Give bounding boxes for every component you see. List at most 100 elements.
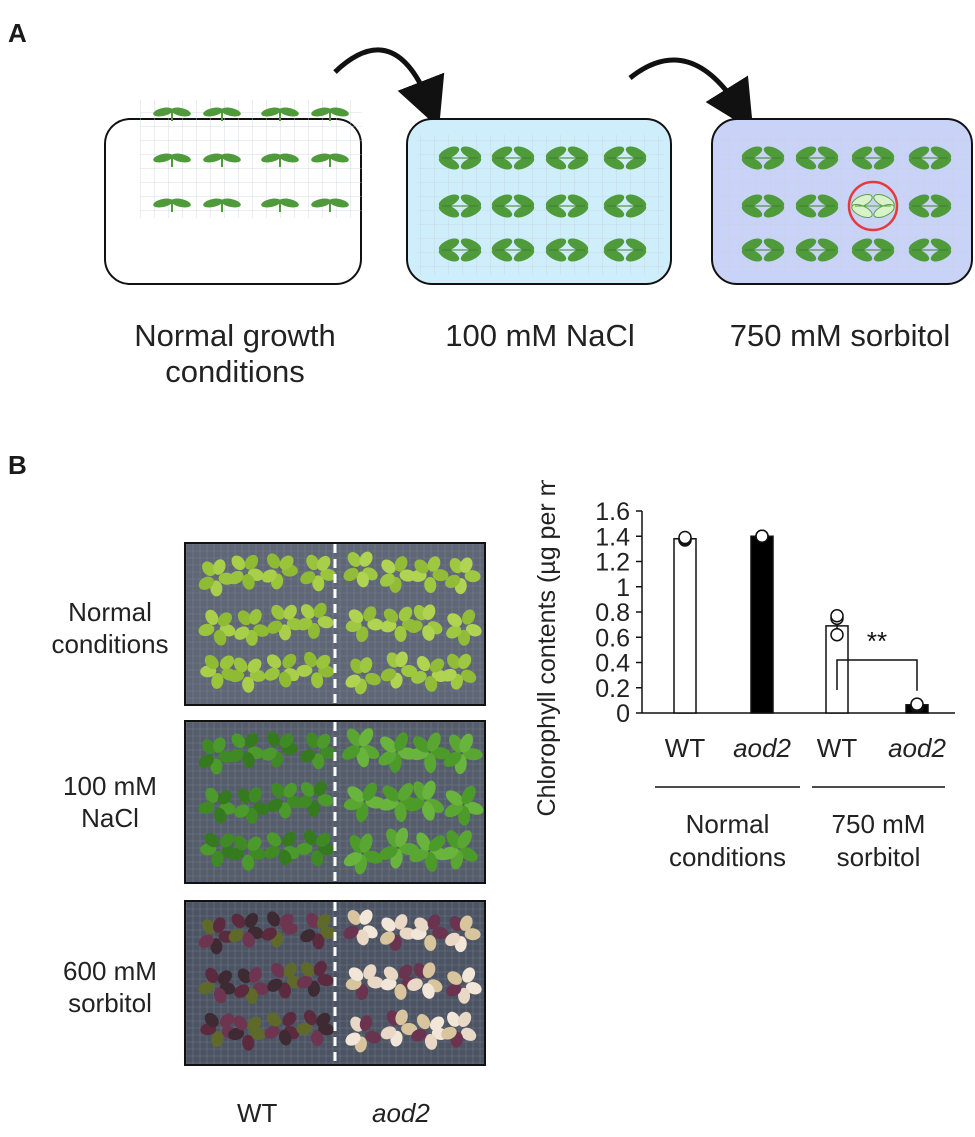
seedling-icon	[545, 194, 589, 218]
seedling-icon	[795, 194, 839, 218]
plant-rosette	[439, 830, 478, 870]
plant-rosette	[407, 962, 443, 999]
row-label-line: NaCl	[81, 803, 139, 833]
plant-rosette	[296, 651, 335, 689]
plant-rosette	[378, 732, 418, 773]
seedling-icon	[491, 238, 535, 262]
plant-rosette	[343, 833, 383, 875]
plant-rosette	[198, 787, 236, 824]
seedling-layer	[140, 100, 966, 275]
y-tick-label: 1	[616, 574, 630, 602]
plant-photo-normal-image	[186, 544, 484, 704]
seedling-icon	[603, 238, 647, 262]
y-tick-label: 0.6	[595, 624, 630, 652]
plant-photo-nacl	[184, 720, 486, 884]
stage-label-line: 100 mM NaCl	[445, 318, 635, 353]
seedling-icon	[203, 107, 241, 121]
row-label-line: Normal	[68, 597, 152, 627]
plant-rosette	[446, 967, 482, 1004]
group-label: 750 mM	[832, 809, 926, 839]
x-tick-label: WT	[665, 733, 706, 763]
seedling-icon	[545, 146, 589, 170]
seedling-icon	[545, 238, 589, 262]
plant-rosette	[261, 731, 298, 768]
plant-photo-normal	[184, 542, 486, 706]
bars	[673, 534, 929, 714]
y-tick-label: 1.2	[595, 549, 630, 577]
plant-rosette	[228, 657, 266, 693]
plant-photo-nacl-image	[186, 722, 484, 882]
seedling-icon	[741, 146, 785, 170]
plant-rosette	[411, 1014, 448, 1050]
plant-rosette	[343, 909, 378, 946]
seedling-icon	[741, 238, 785, 262]
plant-rosette	[198, 967, 236, 1004]
plant-rosette	[341, 728, 380, 768]
photo-column-label-wt: WT	[237, 1098, 278, 1128]
plant-rosette	[296, 960, 334, 997]
plant-rosette	[345, 606, 384, 643]
row-label-line: conditions	[51, 629, 169, 659]
plant-rosette	[345, 1015, 381, 1053]
row-label-line: sorbitol	[68, 988, 152, 1018]
plant-rosette	[407, 604, 443, 641]
plant-rosette	[410, 914, 449, 951]
plant-rosette	[234, 967, 269, 1004]
plant-rosette	[443, 733, 483, 775]
seedling-icon	[153, 107, 191, 121]
y-tick-label: 0.4	[595, 650, 630, 678]
highlight-circle	[847, 180, 899, 232]
plant-rosette	[264, 653, 299, 688]
significance-label: **	[867, 626, 887, 656]
plant-rosette	[446, 609, 482, 646]
plant-rosette	[234, 787, 269, 824]
panel-b-letter: B	[8, 450, 27, 480]
plant-rosette	[378, 783, 420, 822]
x-tick-label: aod2	[733, 733, 791, 763]
y-tick-label: 0	[616, 700, 630, 728]
plant-rosette	[296, 602, 334, 639]
y-axis-label: Chlorophyll contents (µg per mg FW)	[533, 480, 561, 816]
plant-rosette	[228, 1015, 266, 1051]
plant-rosette	[296, 1009, 335, 1047]
panel-a-letter: A	[8, 18, 27, 48]
transfer-arrow-2	[628, 57, 754, 132]
stage-label-line: Normal growth	[134, 318, 336, 353]
bar	[673, 538, 697, 714]
plant-rosette	[345, 964, 384, 1001]
plant-rosette	[228, 554, 264, 590]
plant-rosette	[261, 911, 298, 948]
plant-rosette	[410, 556, 449, 593]
plant-photo-sorbitol	[184, 900, 486, 1066]
plant-rosette	[296, 829, 335, 867]
seedling-icon	[491, 146, 535, 170]
plant-rosette	[264, 831, 299, 866]
chlorophyll-bar-chart: 00.20.40.60.811.21.41.6 WT aod2 WT aod2 Norm…	[533, 480, 955, 872]
transfer-arrow-1	[333, 47, 445, 129]
seedling-icon	[311, 198, 349, 212]
plant-rosette	[408, 732, 451, 773]
seedling-icon	[261, 153, 299, 167]
row-label-line: 600 mM	[63, 956, 157, 986]
seedling-icon	[311, 107, 349, 121]
data-point	[830, 627, 844, 642]
plant-rosette	[300, 732, 337, 770]
photo-row-label-sorbitol: 600 mM sorbitol	[40, 955, 180, 1019]
bleached-seedling-icon	[851, 194, 895, 218]
stage-label-normal: Normal growth conditions	[90, 318, 380, 390]
plant-rosette	[345, 657, 381, 695]
y-tick-label: 0.2	[595, 675, 630, 703]
plant-rosette	[228, 912, 264, 948]
stage-label-sorbitol: 750 mM sorbitol	[705, 318, 975, 354]
seedling-icon	[908, 238, 952, 262]
plant-rosette	[411, 656, 448, 692]
plant-rosette	[200, 1012, 237, 1047]
seedling-icon	[908, 194, 952, 218]
seedling-icon	[261, 107, 299, 121]
stage-label-line: 750 mM sorbitol	[729, 318, 951, 353]
seedling-icon	[851, 146, 895, 170]
plant-rosette	[405, 780, 445, 821]
x-tick-label: WT	[817, 733, 858, 763]
seedling-icon	[311, 153, 349, 167]
